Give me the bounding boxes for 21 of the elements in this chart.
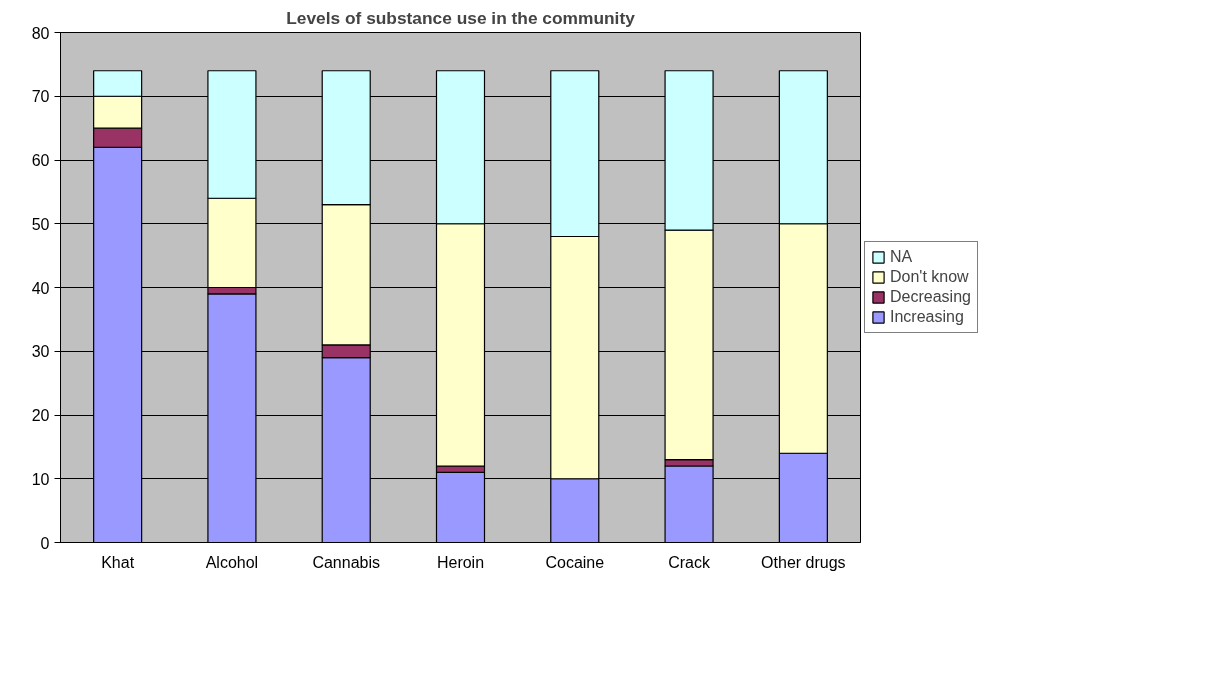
y-tick-label: 70 bbox=[31, 88, 50, 106]
y-tick-label: 40 bbox=[31, 279, 50, 297]
legend-label: Increasing bbox=[890, 308, 964, 326]
y-tick-label: 60 bbox=[31, 152, 50, 169]
y-tick-label: 0 bbox=[40, 534, 50, 552]
y-tick-label: 20 bbox=[31, 407, 50, 424]
x-tick-label: Khat bbox=[101, 553, 135, 571]
x-tick-label: Cocaine bbox=[545, 553, 605, 571]
y-tick-label: 80 bbox=[31, 24, 50, 42]
y-tick-label: 50 bbox=[31, 215, 50, 233]
legend-label: Don't know bbox=[890, 268, 969, 286]
x-tick-label: Other drugs bbox=[761, 553, 846, 571]
x-tick-label: Heroin bbox=[436, 553, 485, 571]
y-tick-label: 10 bbox=[31, 470, 50, 488]
x-tick-label: Crack bbox=[668, 553, 711, 571]
y-tick-label: 30 bbox=[31, 343, 50, 361]
x-tick-label: Cannabis bbox=[312, 553, 381, 571]
legend-label: Decreasing bbox=[890, 288, 971, 306]
x-tick-label: Alcohol bbox=[205, 553, 259, 571]
chart-title: Levels of substance use in the community bbox=[286, 7, 636, 28]
legend-label: NA bbox=[890, 248, 913, 266]
